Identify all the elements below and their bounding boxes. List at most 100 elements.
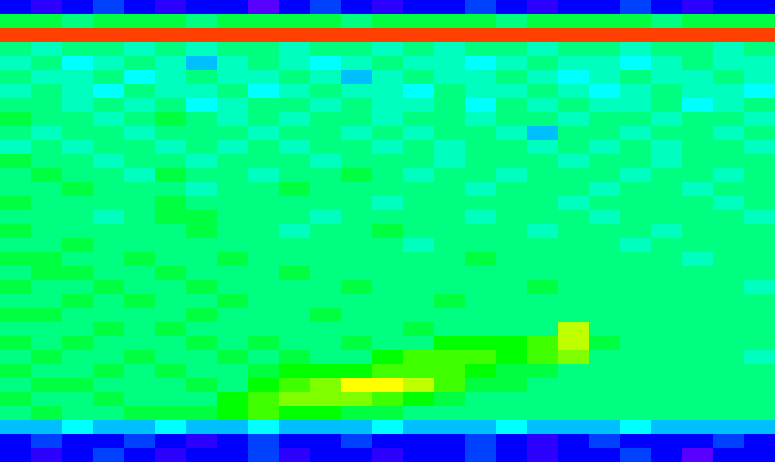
heatmap-cell <box>155 434 187 449</box>
heatmap-cell <box>744 420 775 435</box>
heatmap-cell <box>713 56 745 71</box>
heatmap-cell <box>217 294 249 309</box>
heatmap-cell <box>217 252 249 267</box>
heatmap-cell <box>62 98 94 113</box>
heatmap-cell <box>527 322 559 337</box>
heatmap-cell <box>372 322 404 337</box>
heatmap-cell <box>558 154 590 169</box>
heatmap-cell <box>0 168 32 183</box>
heatmap-cell <box>248 238 280 253</box>
heatmap-cell <box>434 154 466 169</box>
heatmap-cell <box>186 294 218 309</box>
heatmap-cell <box>527 350 559 365</box>
heatmap-cell <box>341 350 373 365</box>
heatmap-cell <box>155 28 187 43</box>
heatmap-cell <box>155 112 187 127</box>
heatmap-cell <box>434 224 466 239</box>
heatmap-cell <box>186 112 218 127</box>
heatmap-cell <box>744 56 775 71</box>
heatmap-cell <box>744 434 775 449</box>
heatmap-cell <box>248 350 280 365</box>
heatmap-cell <box>0 196 32 211</box>
heatmap-cell <box>62 322 94 337</box>
heatmap-cell <box>372 182 404 197</box>
heatmap-cell <box>217 406 249 421</box>
heatmap-cell <box>465 448 497 462</box>
heatmap-cell <box>620 84 652 99</box>
heatmap-cell <box>372 154 404 169</box>
heatmap-cell <box>372 448 404 462</box>
heatmap-cell <box>496 434 528 449</box>
heatmap-cell <box>465 322 497 337</box>
heatmap-cell <box>713 98 745 113</box>
heatmap-cell <box>589 0 621 15</box>
heatmap-cell <box>279 336 311 351</box>
heatmap-cell <box>62 126 94 141</box>
heatmap-cell <box>403 294 435 309</box>
heatmap-cell <box>279 168 311 183</box>
heatmap-cell <box>0 364 32 379</box>
heatmap-cell <box>310 350 342 365</box>
heatmap-cell <box>31 14 63 29</box>
heatmap-cell <box>651 28 683 43</box>
heatmap-cell <box>124 70 156 85</box>
heatmap-cell <box>155 168 187 183</box>
heatmap-cell <box>496 448 528 462</box>
heatmap-cell <box>155 140 187 155</box>
heatmap-cell <box>589 364 621 379</box>
heatmap-cell <box>0 294 32 309</box>
heatmap-cell <box>558 140 590 155</box>
heatmap-cell <box>155 182 187 197</box>
heatmap-cell <box>744 224 775 239</box>
heatmap-cell <box>217 42 249 57</box>
heatmap-cell <box>248 378 280 393</box>
heatmap-cell <box>186 252 218 267</box>
heatmap-cell <box>465 350 497 365</box>
heatmap-cell <box>682 224 714 239</box>
heatmap-cell <box>403 126 435 141</box>
heatmap-cell <box>744 406 775 421</box>
heatmap-cell <box>403 0 435 15</box>
heatmap-cell <box>558 434 590 449</box>
heatmap-cell <box>403 448 435 462</box>
heatmap-cell <box>465 70 497 85</box>
heatmap-cell <box>682 28 714 43</box>
heatmap-cell <box>651 154 683 169</box>
heatmap-cell <box>248 420 280 435</box>
heatmap-cell <box>434 56 466 71</box>
heatmap-cell <box>620 182 652 197</box>
heatmap-cell <box>403 56 435 71</box>
heatmap-cell <box>713 70 745 85</box>
heatmap-cell <box>558 364 590 379</box>
heatmap-cell <box>682 434 714 449</box>
heatmap-cell <box>186 98 218 113</box>
heatmap-cell <box>93 154 125 169</box>
heatmap-cell <box>589 238 621 253</box>
heatmap-cell <box>341 210 373 225</box>
heatmap-cell <box>372 84 404 99</box>
heatmap-cell <box>31 238 63 253</box>
heatmap-cell <box>589 224 621 239</box>
heatmap-cell <box>0 28 32 43</box>
heatmap-cell <box>341 238 373 253</box>
heatmap-cell <box>186 434 218 449</box>
heatmap-cell <box>496 420 528 435</box>
heatmap-cell <box>372 406 404 421</box>
heatmap-cell <box>744 182 775 197</box>
heatmap-cell <box>0 378 32 393</box>
heatmap-cell <box>248 406 280 421</box>
heatmap-cell <box>558 266 590 281</box>
heatmap-cell <box>713 266 745 281</box>
heatmap-cell <box>372 196 404 211</box>
heatmap-cell <box>155 336 187 351</box>
heatmap-cell <box>682 154 714 169</box>
heatmap-cell <box>527 210 559 225</box>
heatmap-cell <box>620 126 652 141</box>
heatmap-cell <box>465 420 497 435</box>
heatmap-cell <box>713 0 745 15</box>
heatmap-cell <box>651 336 683 351</box>
heatmap-cell <box>93 182 125 197</box>
heatmap-cell <box>434 294 466 309</box>
heatmap-cell <box>124 0 156 15</box>
heatmap-cell <box>279 70 311 85</box>
